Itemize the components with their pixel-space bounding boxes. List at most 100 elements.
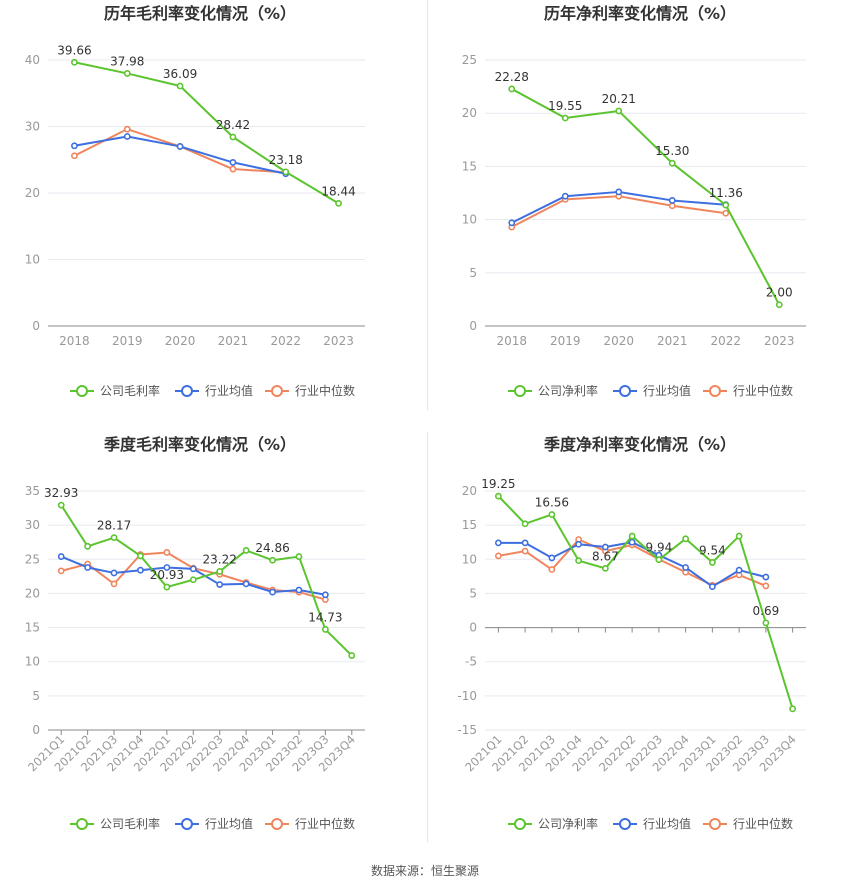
data-label: 39.66	[57, 43, 91, 57]
data-point-avg	[494, 539, 502, 547]
data-point-avg	[295, 586, 303, 594]
legend-label: 行业均值	[205, 816, 253, 831]
data-label: 19.55	[548, 99, 582, 113]
series-line-avg	[74, 135, 286, 175]
legend-marker-median	[709, 385, 721, 397]
data-point-median	[521, 547, 529, 555]
x-tick-label: 2023	[323, 334, 354, 348]
data-point-avg	[242, 580, 250, 588]
data-point-company	[722, 201, 730, 209]
data-label: 16.56	[535, 495, 569, 509]
data-label: 15.30	[655, 144, 689, 158]
data-point-company	[735, 532, 743, 540]
data-point-company	[521, 520, 529, 528]
legend-marker-company	[514, 818, 526, 830]
chart-annual-net-margin: 历年净利率变化情况（%） 0 5 10 15 20 25 2018 2019 2020 2021 20…	[462, 4, 806, 398]
data-label: 19.25	[481, 477, 515, 491]
data-label: 24.86	[255, 541, 289, 555]
y-tick-label: 20	[25, 186, 40, 200]
data-point-avg	[628, 538, 636, 546]
x-tick-label: 2018	[59, 334, 90, 348]
data-label: 23.22	[203, 552, 237, 566]
data-label: 36.09	[163, 67, 197, 81]
data-label: 8.67	[592, 549, 619, 563]
data-point-avg	[216, 581, 224, 588]
y-tick-label: 25	[462, 53, 477, 67]
chart-title: 历年净利率变化情况（%）	[544, 4, 736, 23]
chart-quarterly-gross-margin: 季度毛利率变化情况（%）051015202530352021Q12021Q220…	[25, 435, 365, 831]
data-label: 14.73	[308, 610, 342, 624]
data-point-median	[548, 566, 556, 573]
y-tick-label: 5	[469, 586, 477, 600]
data-label: 28.42	[216, 118, 250, 132]
vertical-divider	[427, 0, 428, 410]
y-tick-label: 5	[32, 689, 40, 703]
data-point-avg	[123, 133, 131, 140]
x-tick-label: 2018	[496, 334, 527, 348]
chart-annual-gross-margin: 历年毛利率变化情况（%） 0 10 20 30 40 2018 2019 2020 2021 202…	[25, 4, 365, 398]
chart-title: 历年毛利率变化情况（%）	[104, 4, 296, 23]
y-tick-label: -5	[465, 655, 477, 669]
x-tick-label: 2021	[218, 334, 249, 348]
x-tick-label: 2019	[550, 334, 581, 348]
x-tick-label: 2019	[112, 334, 143, 348]
data-point-median	[494, 552, 502, 560]
data-point-company	[335, 199, 342, 207]
data-point-company	[548, 511, 556, 518]
data-point-company	[57, 501, 65, 509]
y-tick-label: 0	[32, 319, 40, 333]
legend-marker-avg	[619, 385, 631, 397]
legend-label: 行业中位数	[733, 816, 793, 831]
y-tick-label: 20	[25, 586, 40, 600]
series-line-company	[497, 495, 794, 710]
vertical-divider	[427, 432, 428, 842]
legend-label: 公司毛利率	[100, 816, 160, 831]
data-point-company	[348, 652, 356, 659]
y-tick-label: 15	[462, 159, 477, 173]
data-point-company	[176, 82, 184, 90]
x-tick-label: 2021	[657, 334, 688, 348]
data-point-company	[229, 133, 237, 141]
legend-label: 公司净利率	[538, 816, 598, 831]
series-line-company	[60, 504, 353, 657]
data-point-avg	[229, 159, 237, 166]
data-source: 数据来源：恒生聚源	[370, 864, 479, 878]
y-tick-label: 10	[462, 552, 477, 566]
legend-label: 公司毛利率	[100, 383, 160, 398]
legend-marker-median	[271, 818, 283, 830]
x-tick-label: 2023	[764, 334, 795, 348]
data-label: 2.00	[766, 286, 793, 300]
data-point-company	[601, 564, 609, 572]
data-point-avg	[548, 554, 556, 562]
data-point-avg	[189, 565, 197, 573]
data-point-company	[137, 552, 144, 560]
data-point-avg	[708, 583, 716, 590]
y-tick-label: 15	[25, 621, 40, 635]
data-point-company	[628, 532, 636, 540]
data-point-company	[668, 159, 676, 167]
legend-label: 行业均值	[205, 383, 253, 398]
data-point-company	[775, 301, 783, 309]
data-point-company	[110, 534, 118, 542]
data-point-company	[762, 619, 770, 627]
data-point-avg	[521, 539, 529, 547]
legend-marker-avg	[181, 818, 193, 830]
legend-marker-avg	[619, 818, 631, 830]
y-tick-label: 35	[25, 484, 40, 498]
legend-marker-median	[271, 385, 283, 397]
data-label: 20.21	[602, 92, 636, 106]
x-tick-label: 2022	[270, 334, 301, 348]
data-point-avg	[163, 564, 171, 571]
data-point-company	[189, 576, 197, 584]
data-point-avg	[71, 142, 78, 150]
data-point-company	[494, 492, 502, 500]
data-point-median	[229, 165, 237, 173]
data-point-company	[789, 705, 797, 713]
chart-title: 季度净利率变化情况（%）	[543, 435, 736, 454]
y-tick-label: 30	[25, 120, 40, 134]
legend-label: 行业均值	[643, 383, 691, 398]
data-point-median	[722, 209, 730, 217]
data-label: 9.54	[699, 543, 726, 557]
data-label: 20.93	[150, 568, 184, 582]
y-tick-label: 20	[462, 106, 477, 120]
